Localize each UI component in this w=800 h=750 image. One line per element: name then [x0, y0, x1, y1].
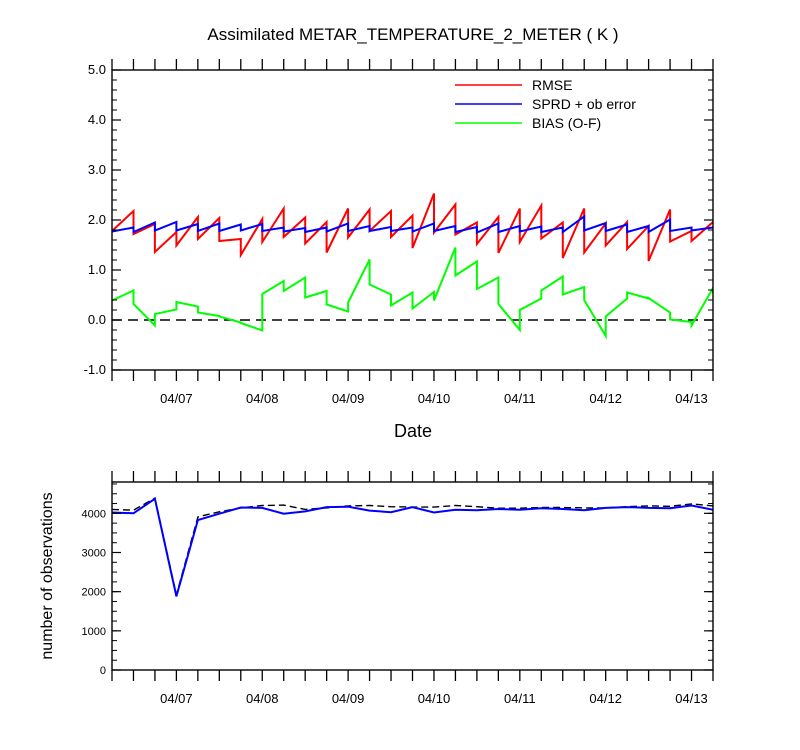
x-tick-label: 04/09 [332, 391, 365, 406]
y-tick-label: 4.0 [88, 112, 106, 127]
y-tick-label: 2000 [82, 587, 106, 599]
x-tick-label: 04/13 [675, 391, 708, 406]
series-line-bias-o-f [112, 247, 713, 340]
top-plot: -1.0 0.0 1.0 2.0 3.0 4.0 5.0 04/07 04/08 04/09 04/… [84, 59, 714, 406]
x-axis-label: Date [394, 421, 432, 441]
bottom-plot: 0 1000 2000 3000 4000 04/07 04/08 04/09 04/10 04/… [82, 471, 714, 706]
y-tick-label: 3.0 [88, 162, 106, 177]
y-tick-label: 1.0 [88, 262, 106, 277]
x-tick-label: 04/12 [589, 391, 622, 406]
y-tick-label: 4000 [82, 508, 106, 520]
legend-label-sprd-ob-error: SPRD + ob error [532, 96, 636, 112]
x-tick-label: 04/10 [418, 391, 451, 406]
y-tick-label: 0 [100, 665, 106, 677]
legend-label-rmse: RMSE [532, 77, 572, 93]
series-line-assimilated [112, 497, 713, 597]
y-tick-label: 5.0 [88, 62, 106, 77]
x-tick-label: 04/11 [504, 391, 536, 406]
x-tick-label: 04/07 [160, 391, 193, 406]
series-line-sprd-ob-error [112, 214, 713, 235]
x-tick-label: 04/13 [675, 691, 708, 706]
x-tick-label: 04/11 [504, 691, 536, 706]
x-tick-label: 04/12 [589, 691, 622, 706]
x-tick-label: 04/10 [418, 691, 451, 706]
y-tick-label: 2.0 [88, 212, 106, 227]
x-tick-label: 04/09 [332, 691, 365, 706]
x-tick-label: 04/08 [246, 691, 279, 706]
x-tick-label: 04/08 [246, 391, 279, 406]
y-axis-label: number of observations [39, 492, 56, 659]
y-tick-label: 1000 [82, 626, 106, 638]
y-tick-label: -1.0 [84, 362, 106, 377]
bot-frame [111, 481, 714, 671]
chart-title: Assimilated METAR_TEMPERATURE_2_METER ( … [207, 25, 618, 44]
y-tick-label: 0.0 [88, 312, 106, 327]
y-tick-label: 3000 [82, 548, 106, 560]
series-line-possible [112, 497, 713, 595]
x-tick-label: 04/07 [160, 691, 193, 706]
legend-label-bias-o-f: BIAS (O-F) [532, 115, 601, 131]
